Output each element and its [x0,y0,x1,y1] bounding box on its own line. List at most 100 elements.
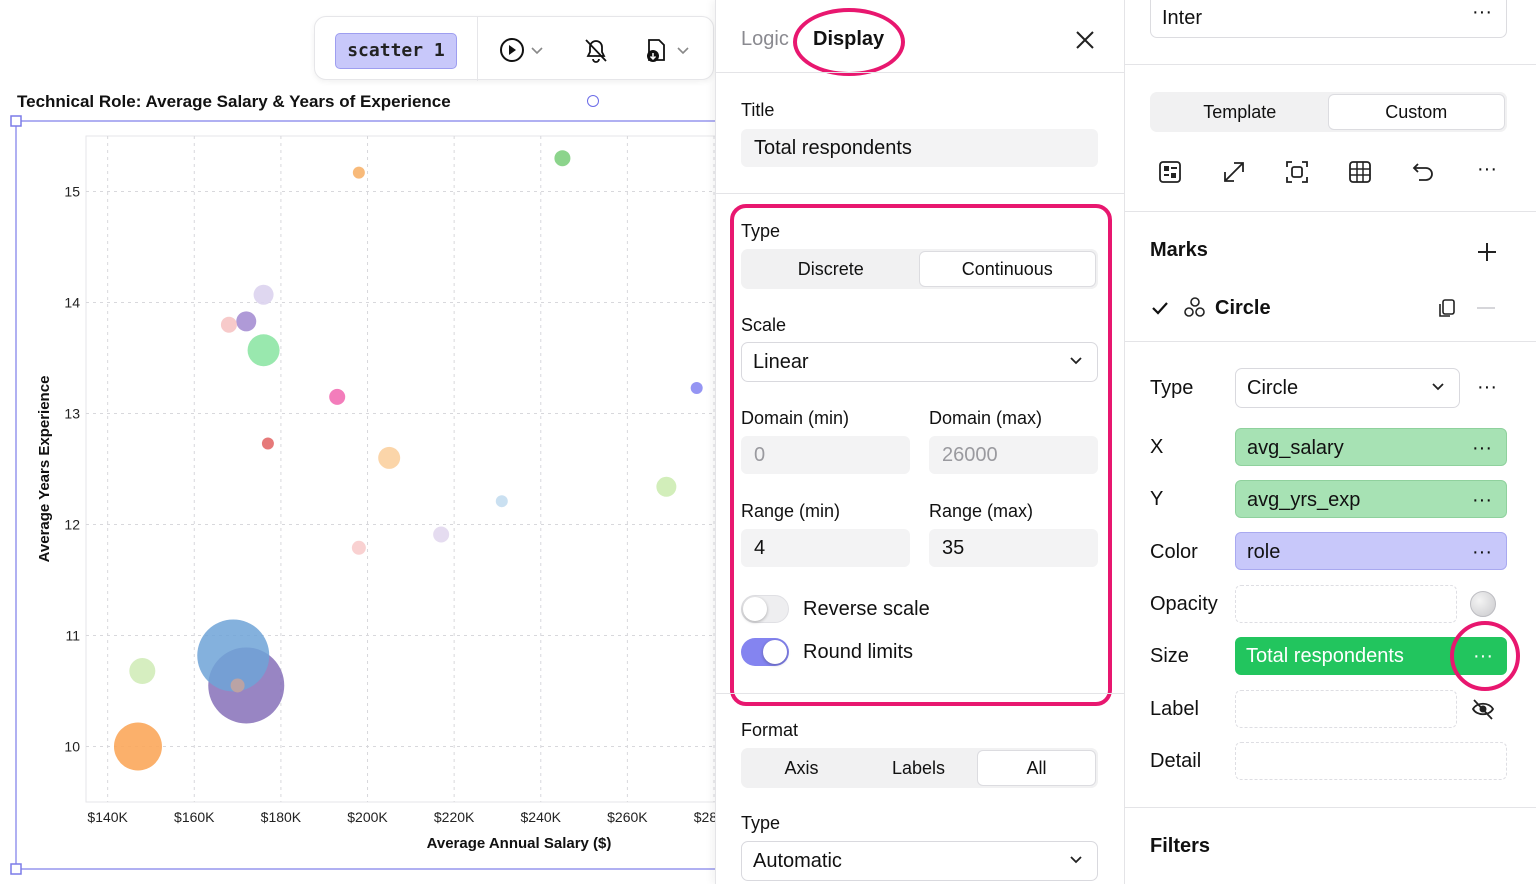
plot-grid [85,135,715,803]
data-point[interactable] [261,437,274,450]
data-point[interactable] [351,540,366,555]
resize-handle[interactable] [10,863,22,875]
table-icon[interactable] [1346,158,1374,186]
round-limits-toggle[interactable] [741,638,789,666]
eye-off-icon[interactable] [1470,696,1496,722]
range-min-input[interactable]: 4 [741,529,910,567]
data-point[interactable] [230,678,245,693]
opacity-swatch[interactable] [1470,591,1496,617]
data-point[interactable] [690,381,703,394]
more-icon[interactable]: ··· [1472,489,1492,511]
title-input[interactable]: Total respondents [741,129,1098,167]
mark-name[interactable]: Circle [1215,297,1271,319]
type-option-continuous[interactable]: Continuous [918,251,1096,287]
x-tick-label: $140K [87,809,128,825]
range-max-input[interactable]: 35 [929,529,1098,567]
format-type-value: Automatic [753,850,842,872]
chart-name-chip[interactable]: scatter 1 [335,33,457,69]
data-point[interactable] [220,316,237,333]
chevron-down-icon [1070,357,1082,365]
y-tick-label: 15 [64,184,80,200]
expand-icon[interactable] [1220,158,1248,186]
format-option-all[interactable]: All [977,750,1096,786]
duplicate-icon[interactable] [1436,297,1458,319]
chart-selection-frame [15,120,715,870]
more-icon[interactable]: ··· [1477,376,1497,398]
display-panel: Logic Display Title Total respondents Ty… [715,0,1126,884]
data-point[interactable] [197,619,270,692]
y-field-pill[interactable]: avg_yrs_exp ··· [1235,480,1507,518]
format-type-select[interactable]: Automatic [741,841,1098,881]
marks-heading: Marks [1150,239,1208,261]
x-field-pill[interactable]: avg_salary ··· [1235,428,1507,466]
data-point[interactable] [433,526,450,543]
bell-off-icon[interactable] [581,35,611,65]
more-icon[interactable]: ··· [1472,541,1492,563]
mark-type-label: Type [1150,377,1194,399]
chevron-down-icon [1432,383,1444,391]
close-icon[interactable] [1073,28,1097,52]
chevron-down-icon[interactable] [529,35,545,65]
tab-template[interactable]: Template [1203,102,1277,122]
add-icon[interactable] [1473,238,1501,266]
color-field-pill[interactable]: role ··· [1235,532,1507,570]
undo-icon[interactable] [1410,158,1438,186]
more-icon[interactable]: ··· [1477,158,1497,180]
selection-handle[interactable] [587,95,599,107]
data-point[interactable] [495,495,508,508]
data-point[interactable] [329,388,346,405]
checkmark-icon[interactable] [1150,298,1170,318]
more-icon[interactable]: ··· [1472,437,1492,459]
y-axis-label: Average Years Experience [36,376,53,563]
range-max-label: Range (max) [929,501,1034,521]
mark-type-select[interactable]: Circle [1235,368,1460,408]
size-field-name: Total respondents [1246,645,1404,667]
domain-max-input[interactable]: 26000 [929,436,1098,474]
more-icon[interactable]: ··· [1473,645,1493,667]
scale-select[interactable]: Linear [741,342,1098,382]
divider [1125,807,1536,808]
scatter-plot[interactable]: $140K $160K $180K $200K $220K $240K $260K $280K… [0,110,715,884]
data-point[interactable] [129,658,156,685]
data-point[interactable] [554,150,571,167]
format-option-labels[interactable]: Labels [891,758,946,778]
remove-icon[interactable] [1477,307,1495,309]
domain-min-input[interactable]: 0 [741,436,910,474]
format-option-axis[interactable]: Axis [784,758,819,778]
font-value: Inter [1162,7,1203,29]
size-encoding-label: Size [1150,645,1189,667]
resize-handle[interactable] [10,115,22,127]
data-point[interactable] [236,311,257,332]
template-custom-toggle: Template Custom [1150,92,1507,132]
format-segmented-control: Axis Labels All [741,748,1098,788]
data-point[interactable] [247,334,280,367]
fit-frame-icon[interactable] [1283,158,1311,186]
divider [1125,64,1536,65]
chart-toolbar: scatter 1 [314,16,714,81]
detail-drop-zone[interactable] [1235,742,1507,780]
export-icon[interactable] [641,35,671,65]
reverse-scale-toggle[interactable] [741,595,789,623]
font-select[interactable]: Inter ··· [1150,0,1507,38]
divider [1125,341,1536,342]
more-icon[interactable]: ··· [1472,1,1492,23]
data-point[interactable] [113,722,162,771]
data-point[interactable] [253,284,274,305]
opacity-drop-zone[interactable] [1235,585,1457,623]
x-field-name: avg_salary [1247,437,1344,459]
tab-custom[interactable]: Custom [1327,94,1505,130]
play-icon[interactable] [499,35,529,65]
chevron-down-icon[interactable] [675,35,691,65]
layout-icon[interactable] [1156,158,1184,186]
tab-display[interactable]: Display [813,28,885,50]
data-point[interactable] [378,446,401,469]
tab-logic[interactable]: Logic [741,28,789,50]
data-point[interactable] [656,476,677,497]
data-point[interactable] [352,166,365,179]
size-field-pill[interactable]: Total respondents ··· [1235,637,1507,675]
label-drop-zone[interactable] [1235,690,1457,728]
axis-ticks: $140K $160K $180K $200K $220K $240K $260K $280K… [64,184,715,826]
format-label: Format [741,720,799,740]
type-option-discrete[interactable]: Discrete [797,259,864,279]
x-tick-label: $260K [607,809,648,825]
